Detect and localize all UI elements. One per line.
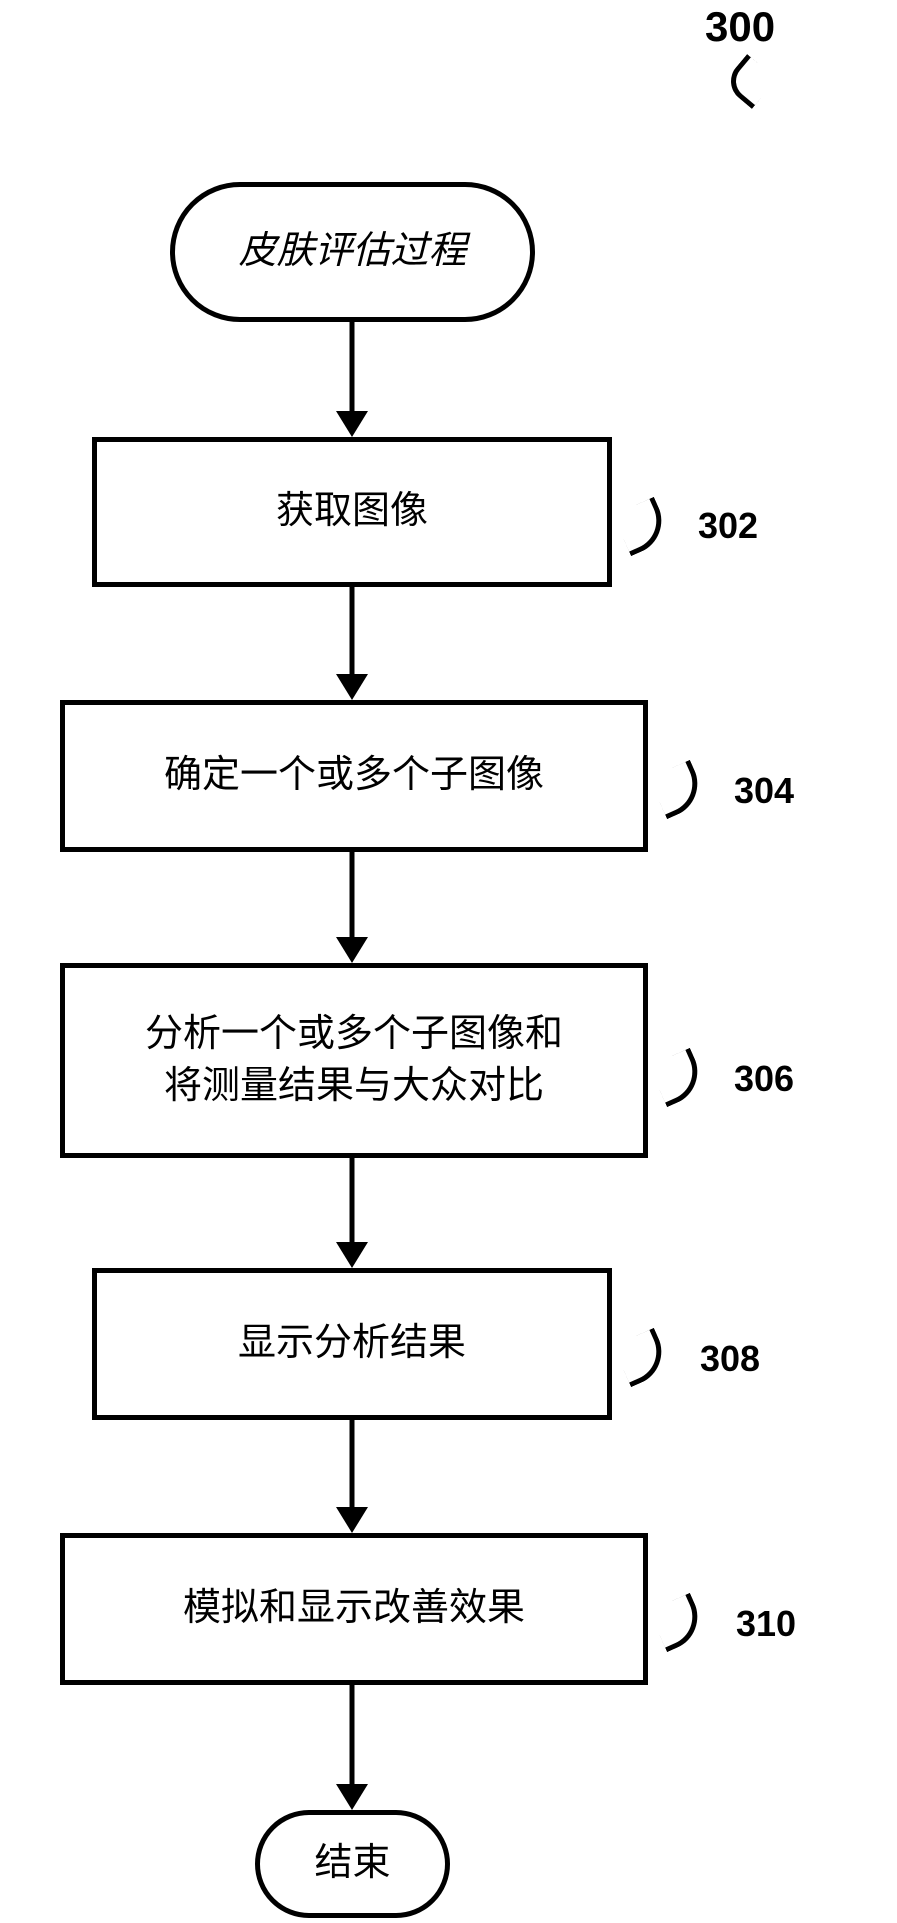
ref-304-connector xyxy=(649,760,708,819)
figure-number-label: 300 xyxy=(705,3,775,51)
ref-310-label: 310 xyxy=(736,1603,796,1645)
end-terminator-text: 结束 xyxy=(314,1838,390,1889)
ref-302-connector xyxy=(613,497,672,556)
end-terminator: 结束 xyxy=(255,1810,450,1918)
ref-310-connector xyxy=(649,1593,708,1652)
ref-306-connector xyxy=(649,1048,708,1107)
ref-304-label: 304 xyxy=(734,770,794,812)
flowchart-canvas: 300 皮肤评估过程 获取图像 302 确定一个或多个子图像 304 分析一个或… xyxy=(0,0,897,1923)
process-306-text: 分析一个或多个子图像和 将测量结果与大众对比 xyxy=(145,1009,563,1112)
ref-302-label: 302 xyxy=(698,505,758,547)
process-310-text: 模拟和显示改善效果 xyxy=(183,1583,525,1634)
start-terminator: 皮肤评估过程 xyxy=(170,182,535,322)
process-308: 显示分析结果 xyxy=(92,1268,612,1420)
process-306: 分析一个或多个子图像和 将测量结果与大众对比 xyxy=(60,963,648,1158)
process-304: 确定一个或多个子图像 xyxy=(60,700,648,852)
process-310: 模拟和显示改善效果 xyxy=(60,1533,648,1685)
figure-number-hook xyxy=(722,54,777,109)
ref-306-label: 306 xyxy=(734,1058,794,1100)
process-302: 获取图像 xyxy=(92,437,612,587)
process-302-text: 获取图像 xyxy=(276,486,428,537)
start-terminator-text: 皮肤评估过程 xyxy=(238,226,466,277)
process-304-text: 确定一个或多个子图像 xyxy=(164,750,544,801)
ref-308-label: 308 xyxy=(700,1338,760,1380)
process-308-text: 显示分析结果 xyxy=(238,1318,466,1369)
ref-308-connector xyxy=(613,1328,672,1387)
